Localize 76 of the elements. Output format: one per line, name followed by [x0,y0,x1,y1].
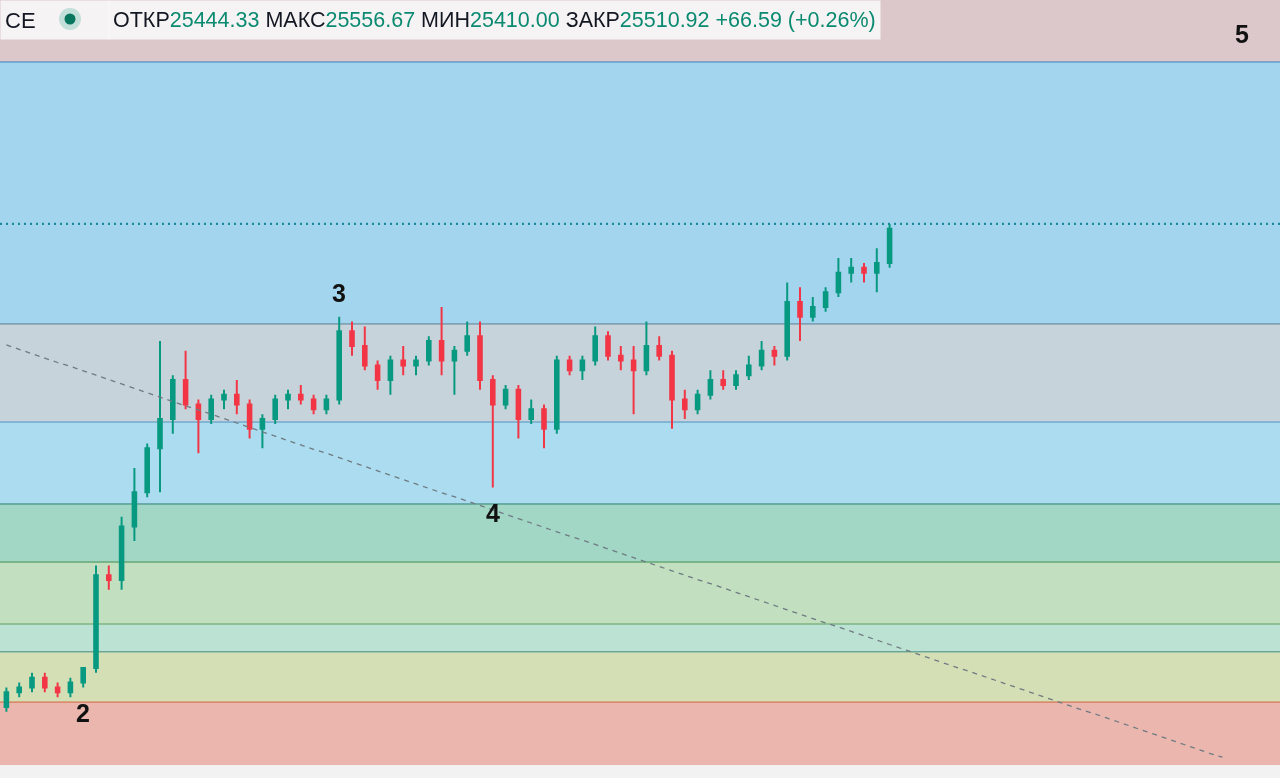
text: 3 [332,279,346,307]
candlestick [720,369,726,391]
candlestick [3,686,10,713]
candlestick [528,398,534,425]
candlestick [515,383,522,440]
candlestick [784,281,790,362]
candlestick [464,320,470,357]
candlestick [349,320,355,357]
candlestick [682,388,688,421]
candlestick [285,388,291,411]
candlestick [541,403,547,450]
candlestick [605,330,611,362]
candlestick [874,247,880,294]
candlestick [669,349,675,430]
candlestick [579,354,586,382]
candlestick [502,383,509,411]
candlestick [771,344,778,367]
candlestick [246,398,253,440]
candlestick [131,466,138,543]
candlestick [80,666,86,689]
candlestick [170,374,176,435]
candlestick [157,340,163,494]
candlestick [298,383,304,406]
candlestick [106,564,112,591]
candlestick [848,257,854,284]
candlestick [67,676,74,699]
candlestick [42,671,48,694]
candlestick [387,354,394,396]
candlestick [656,335,662,362]
candlestick [490,374,496,489]
candlestick [413,354,419,377]
candlestick [54,681,61,699]
candlestick [259,413,266,450]
text: 2 [76,699,90,727]
candlestick [310,393,317,416]
candlestick [630,344,637,416]
candlestick [118,515,125,591]
candlestick [208,393,214,425]
candlestick [797,286,803,343]
candlestick [618,344,624,372]
candlestick [16,681,22,699]
candlestick [221,388,227,411]
candlestick [195,398,202,455]
candlestick [29,671,35,694]
candlestick [362,325,368,372]
candlestick [886,222,893,269]
candlestick [374,359,381,391]
candlestick [93,564,99,674]
candlestick [861,261,867,284]
candlestick [733,369,739,391]
chart-title: CE [5,7,36,33]
candlestick [643,320,650,377]
candlestick [566,354,573,377]
chart-subtitle: ОТКР25444.33 МАКС25556.67 МИН25410.00 ЗАКР25510.92 +66.59 (+0.26%) [113,8,876,32]
candlestick [822,286,829,313]
candlestick [323,393,330,416]
candlestick [554,354,560,435]
candlestick [182,349,189,411]
candlestick [746,354,752,382]
candlestick [592,325,598,367]
text: 5 [1235,20,1249,48]
candlestick [438,305,445,377]
candlestick [707,369,714,401]
candlestick [144,442,150,499]
candlestick [835,257,842,299]
candlestick [477,320,483,391]
candlestick [694,388,701,416]
candlestick [810,296,816,323]
candlestick [234,379,240,416]
text: 4 [486,499,500,527]
candlestick [758,340,765,372]
candlestick [426,335,432,367]
candlestick [336,315,342,406]
candlestick [451,344,458,396]
candlestick [400,344,406,377]
candlestick [272,393,278,425]
